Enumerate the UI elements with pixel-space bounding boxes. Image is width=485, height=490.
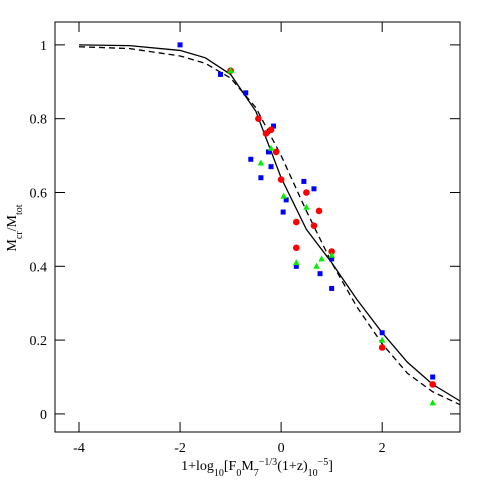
plot-frame xyxy=(54,21,461,433)
point xyxy=(177,42,183,48)
point xyxy=(268,164,274,170)
point xyxy=(378,344,386,351)
point xyxy=(293,259,300,266)
x-tick-label: 2 xyxy=(379,441,386,456)
ylabel-part: tot xyxy=(14,204,25,215)
xlabel-part: 10 xyxy=(214,468,224,479)
point xyxy=(277,176,285,183)
point xyxy=(430,374,436,380)
point xyxy=(303,189,310,196)
point xyxy=(328,248,335,255)
point xyxy=(292,218,300,226)
y-tick-label: 0.2 xyxy=(30,334,48,349)
point xyxy=(293,263,299,269)
point xyxy=(378,336,386,343)
y-tick-label: 0 xyxy=(40,408,47,423)
point xyxy=(262,130,270,137)
point xyxy=(429,381,437,388)
point xyxy=(329,285,335,291)
point xyxy=(311,186,317,192)
xlabel-part: −1/3 xyxy=(259,457,277,468)
ylabel-part: /M xyxy=(5,214,20,231)
x-axis-label: 1+log10[F0M7−1/3(1+z)10−5] xyxy=(181,457,333,479)
point xyxy=(303,203,310,210)
point xyxy=(292,244,300,252)
point xyxy=(272,148,280,156)
point xyxy=(243,90,249,96)
xlabel-part: 10 xyxy=(308,468,318,479)
y-tick-label: 0.4 xyxy=(30,260,48,275)
point xyxy=(248,156,254,162)
x-tick-label: -4 xyxy=(73,441,85,456)
xlabel-part: ] xyxy=(328,459,333,474)
point xyxy=(429,399,436,406)
xlabel-part: −5 xyxy=(318,457,329,468)
ylabel-part: M xyxy=(5,239,20,252)
point xyxy=(267,126,275,134)
point xyxy=(257,159,265,166)
point xyxy=(217,71,223,77)
point xyxy=(317,271,323,277)
point xyxy=(315,207,323,215)
xlabel-part: 1+log xyxy=(181,459,214,474)
x-tick-label: 0 xyxy=(278,441,285,456)
point xyxy=(255,115,262,122)
point xyxy=(301,178,307,184)
xlabel-part: (1+z) xyxy=(277,459,308,474)
y-tick-label: 0.6 xyxy=(30,186,48,201)
point xyxy=(280,209,286,215)
point xyxy=(329,256,335,262)
curve xyxy=(78,44,461,402)
point xyxy=(258,175,264,181)
point xyxy=(283,197,289,203)
xlabel-part: 7 xyxy=(254,468,259,479)
point xyxy=(328,251,335,258)
point xyxy=(379,330,385,336)
point xyxy=(313,262,320,269)
point xyxy=(271,123,277,129)
y-tick-label: 0.8 xyxy=(30,113,48,128)
curve xyxy=(78,46,461,406)
xlabel-part: M xyxy=(241,459,254,474)
y-axis-label: Mcr/Mtot xyxy=(5,204,25,251)
x-tick-label: -2 xyxy=(174,441,186,456)
ylabel-part: cr xyxy=(14,231,25,239)
point xyxy=(265,149,271,155)
point xyxy=(267,144,275,151)
point xyxy=(227,67,234,74)
point xyxy=(318,255,325,262)
xlabel-part: [F xyxy=(224,459,237,474)
point xyxy=(280,192,287,199)
point xyxy=(310,222,318,230)
y-tick-label: 1 xyxy=(40,39,47,54)
xlabel-part: 0 xyxy=(236,468,241,479)
